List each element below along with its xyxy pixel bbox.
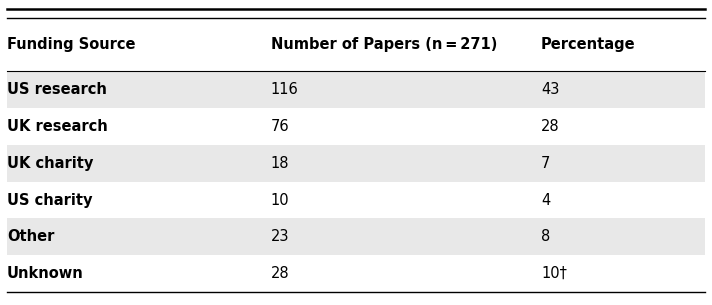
Text: 28: 28 bbox=[541, 119, 560, 134]
Text: Number of Papers (n = 271): Number of Papers (n = 271) bbox=[271, 37, 497, 52]
Text: 43: 43 bbox=[541, 82, 560, 97]
Text: 8: 8 bbox=[541, 229, 550, 244]
Text: 7: 7 bbox=[541, 156, 550, 171]
FancyBboxPatch shape bbox=[7, 255, 705, 292]
Text: Other: Other bbox=[7, 229, 55, 244]
Text: 23: 23 bbox=[271, 229, 289, 244]
Text: 10: 10 bbox=[271, 192, 289, 208]
Text: 76: 76 bbox=[271, 119, 289, 134]
Text: UK charity: UK charity bbox=[7, 156, 93, 171]
FancyBboxPatch shape bbox=[7, 71, 705, 108]
Text: 10†: 10† bbox=[541, 266, 567, 281]
Text: US charity: US charity bbox=[7, 192, 93, 208]
Text: Percentage: Percentage bbox=[541, 37, 636, 52]
Text: UK research: UK research bbox=[7, 119, 108, 134]
Text: 4: 4 bbox=[541, 192, 550, 208]
Text: 116: 116 bbox=[271, 82, 298, 97]
FancyBboxPatch shape bbox=[7, 218, 705, 255]
FancyBboxPatch shape bbox=[7, 182, 705, 218]
Text: Funding Source: Funding Source bbox=[7, 37, 135, 52]
Text: Unknown: Unknown bbox=[7, 266, 84, 281]
Text: 28: 28 bbox=[271, 266, 289, 281]
Text: 18: 18 bbox=[271, 156, 289, 171]
FancyBboxPatch shape bbox=[7, 108, 705, 145]
FancyBboxPatch shape bbox=[7, 145, 705, 181]
Text: US research: US research bbox=[7, 82, 107, 97]
